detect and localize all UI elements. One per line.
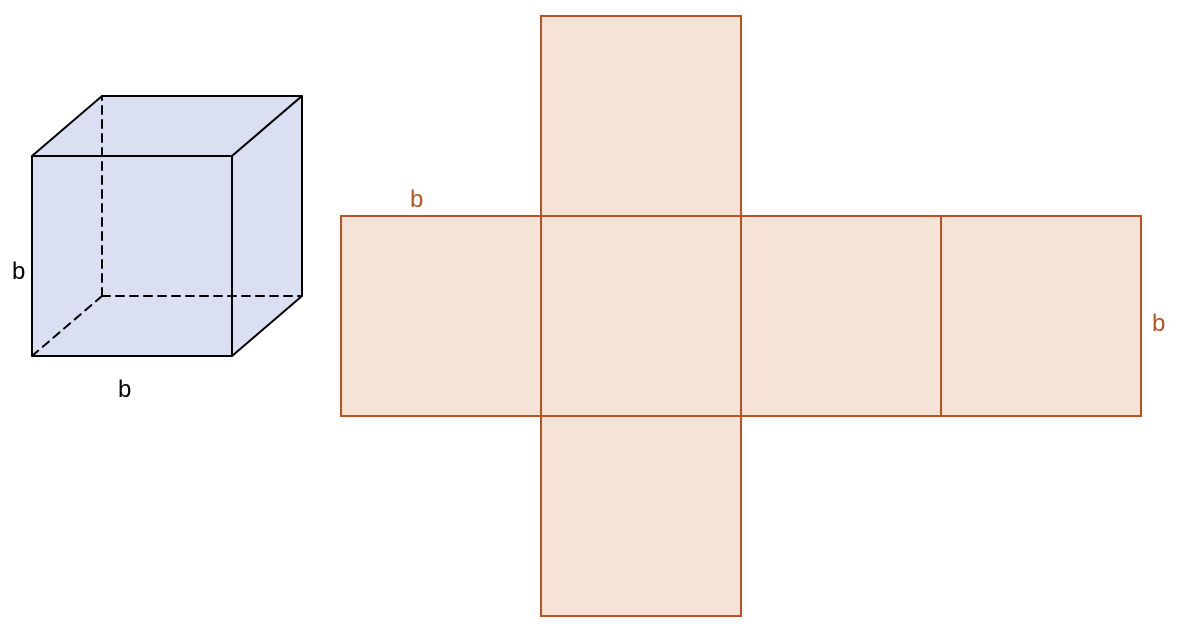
cube-height-label: b [12,258,25,286]
diagram-canvas [0,0,1198,634]
cube-net [341,16,1141,616]
cube-3d [32,96,302,356]
net-right-label: b [1152,310,1165,338]
net-top-left-label: b [410,186,423,214]
cube-width-label: b [118,376,131,404]
